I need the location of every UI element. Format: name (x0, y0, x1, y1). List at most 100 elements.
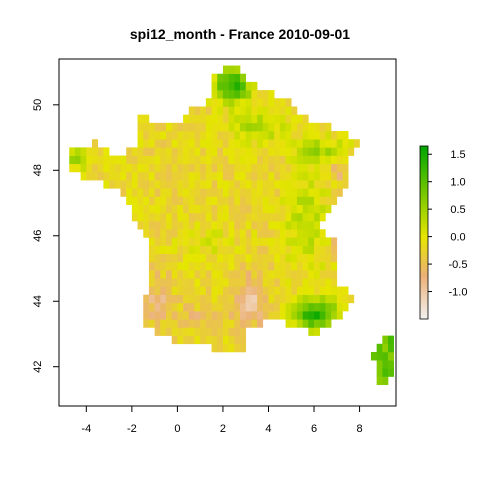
raster-cell (314, 294, 321, 304)
raster-cell (268, 147, 275, 156)
raster-cell (148, 147, 155, 156)
raster-cell (217, 122, 224, 132)
raster-cell (382, 368, 389, 377)
raster-cell (228, 327, 235, 336)
raster-cell (211, 171, 218, 181)
raster-cell (200, 270, 207, 279)
raster-cell (126, 180, 133, 189)
raster-cell (274, 237, 281, 246)
raster-cell (285, 278, 292, 287)
colorbar-segment (420, 174, 428, 177)
colorbar-segment (420, 247, 428, 251)
raster-cell (166, 221, 173, 230)
raster-cell (325, 253, 332, 263)
raster-cell (148, 237, 155, 246)
raster-cell (222, 302, 229, 312)
raster-cell (257, 286, 264, 295)
raster-cell (274, 106, 281, 115)
raster-cell (268, 204, 275, 214)
colorbar-segment (420, 213, 428, 216)
raster-cell (211, 229, 218, 238)
raster-cell (251, 98, 258, 107)
raster-cell (245, 286, 252, 295)
raster-cell (148, 171, 155, 181)
raster-cell (291, 171, 298, 181)
raster-cell (188, 335, 195, 345)
raster-cell (177, 253, 184, 263)
raster-cell (222, 139, 229, 148)
raster-cell (308, 237, 315, 246)
colorbar-segment (420, 178, 428, 182)
raster-cell (234, 294, 241, 304)
raster-cell (308, 139, 315, 148)
raster-cell (308, 327, 315, 336)
raster-cell (308, 286, 315, 295)
y-axis: 42 44 46 48 50 (32, 99, 59, 373)
raster-cell (166, 237, 173, 246)
raster-cell (382, 335, 389, 345)
raster-cell (296, 196, 303, 205)
raster-cell (240, 335, 247, 345)
raster-cell (245, 237, 252, 246)
raster-cell (314, 204, 321, 214)
raster-cell (222, 98, 229, 107)
raster-cell (251, 245, 258, 255)
raster-cell (257, 221, 264, 230)
raster-cell (177, 163, 184, 173)
raster-cell (274, 212, 281, 222)
raster-cell (314, 131, 321, 140)
raster-cell (279, 302, 286, 312)
raster-cell (137, 122, 144, 132)
raster-cell (188, 131, 195, 140)
raster-cell (200, 114, 207, 124)
raster-cell (222, 253, 229, 263)
raster-cell (274, 114, 281, 124)
raster-cell (222, 204, 229, 214)
raster-cell (240, 229, 247, 238)
raster-cell (137, 163, 144, 173)
raster-cell (154, 221, 161, 230)
raster-cell (240, 98, 247, 107)
raster-cell (274, 98, 281, 107)
raster-cell (154, 278, 161, 287)
raster-cell (314, 319, 321, 328)
raster-cell (211, 163, 218, 173)
raster-cell (211, 147, 218, 156)
raster-cell (240, 155, 247, 165)
raster-cell (205, 180, 212, 189)
raster-cell (148, 253, 155, 263)
raster-cell (137, 180, 144, 189)
raster-cell (183, 188, 190, 197)
raster-cell (143, 196, 150, 205)
raster-cell (148, 278, 155, 287)
colorbar-segment (420, 288, 428, 292)
raster-cell (279, 245, 286, 255)
raster-cell (262, 204, 269, 214)
raster-cell (114, 163, 121, 173)
raster-cell (251, 302, 258, 312)
raster-cell (296, 139, 303, 148)
raster-cell (177, 319, 184, 328)
raster-cell (143, 139, 150, 148)
raster-cell (353, 139, 360, 148)
raster-cell (114, 171, 121, 181)
raster-cell (296, 155, 303, 165)
colorbar-segment (420, 184, 428, 188)
raster-cell (69, 155, 76, 165)
raster-cell (177, 139, 184, 148)
raster-cell (268, 229, 275, 238)
raster-cell (308, 278, 315, 287)
raster-cell (205, 212, 212, 222)
raster-cell (131, 180, 138, 189)
raster-cell (308, 319, 315, 328)
raster-cell (103, 171, 110, 181)
raster-cell (166, 229, 173, 238)
raster-cell (205, 139, 212, 148)
raster-cell (262, 311, 269, 320)
colorbar-segment (420, 223, 428, 227)
colorbar-segment (420, 251, 428, 255)
raster-cell (240, 73, 247, 83)
raster-cell (274, 155, 281, 165)
raster-cell (274, 286, 281, 295)
raster-cell (251, 196, 258, 205)
